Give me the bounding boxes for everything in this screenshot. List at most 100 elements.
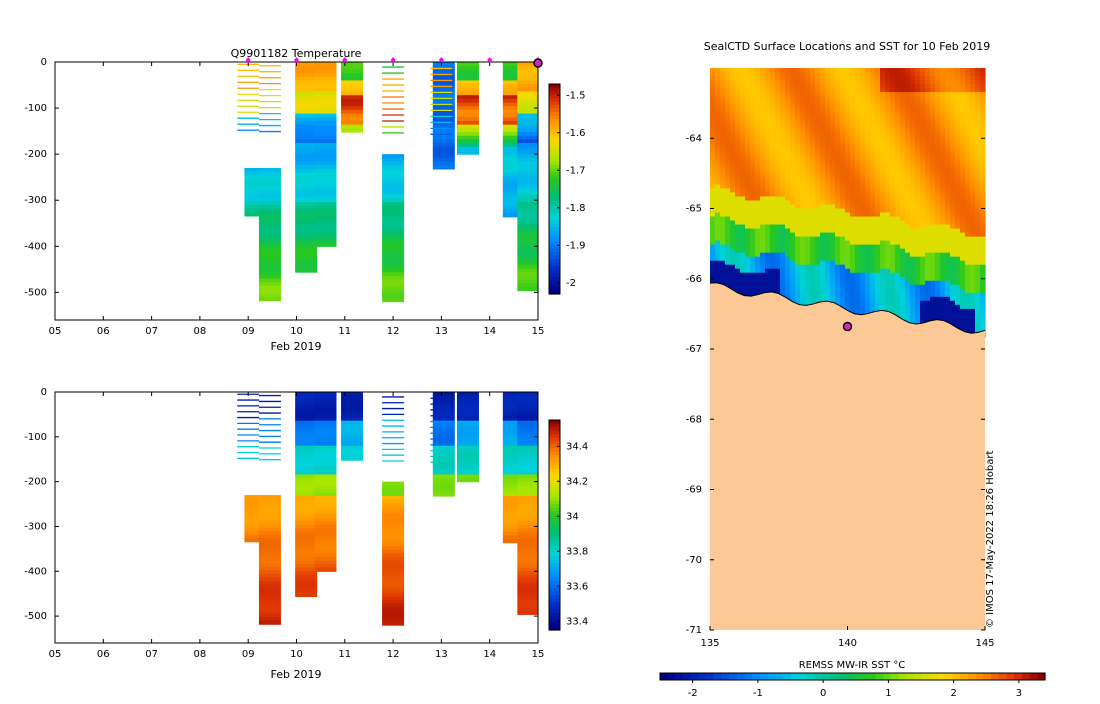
sst-cell (760, 248, 766, 254)
sst-cell (730, 212, 736, 218)
sst-cell (825, 100, 831, 105)
sst-cell (765, 132, 771, 137)
profile-cell (341, 409, 364, 415)
sst-cell (910, 260, 916, 266)
sst-cell (950, 268, 956, 274)
sst-cell (935, 196, 941, 202)
profile-cell (502, 399, 525, 404)
sst-cell (835, 300, 841, 306)
sst-cell (815, 68, 821, 73)
sst-cell (730, 184, 736, 190)
sst-cell (910, 280, 916, 286)
colorbar-segment (549, 507, 560, 512)
sst-cell (805, 276, 811, 282)
sst-cell (825, 200, 831, 206)
sst-cell (730, 164, 736, 169)
sst-cell (910, 196, 916, 202)
profile-cell (341, 80, 364, 85)
sst-cell (815, 208, 821, 214)
sst-cell (810, 148, 816, 153)
profile-cell (432, 399, 455, 404)
profile-cell (517, 272, 538, 277)
sst-cell (970, 252, 976, 258)
sst-cell (855, 68, 861, 73)
sst-cell (915, 240, 921, 246)
sst-cell (900, 220, 906, 226)
profile-cell (432, 435, 455, 440)
sst-colorbar-segment (760, 673, 769, 680)
sst-cell (960, 228, 966, 234)
sst-cell (760, 224, 766, 230)
profile-cell (258, 588, 281, 593)
sst-cell (715, 88, 721, 93)
sst-cell (945, 172, 951, 177)
sst-cell (720, 68, 726, 73)
sst-cell (910, 176, 916, 181)
sst-cell (980, 72, 986, 77)
sst-cell (915, 220, 921, 226)
sst-cell (850, 244, 856, 250)
profile-cell (314, 452, 337, 458)
profile-cell (502, 191, 525, 196)
colorbar-segment (549, 514, 560, 519)
sst-cell (750, 288, 756, 294)
profile-cell (502, 98, 525, 104)
sst-cell (800, 252, 806, 258)
sst-cell (820, 120, 826, 125)
sst-cell (945, 228, 951, 234)
sst-cell (900, 108, 906, 113)
sst-cell (840, 88, 846, 93)
sst-cell (850, 224, 856, 230)
profile-cell (382, 238, 405, 244)
profile-cell (517, 456, 538, 461)
sst-cell (955, 180, 961, 186)
profile-cell (517, 485, 538, 490)
sst-cell (825, 208, 831, 214)
profile-cell (382, 205, 405, 211)
profile-cell (341, 113, 364, 118)
sst-cell (715, 152, 721, 157)
sst-cell (860, 152, 866, 157)
profile-cell (295, 456, 318, 461)
sst-cell (800, 160, 806, 165)
sst-cell (910, 88, 916, 93)
sst-cell (900, 176, 906, 181)
sst-cell (960, 308, 966, 314)
sst-cell (710, 156, 716, 161)
sst-cell (970, 308, 976, 314)
sst-cell (870, 208, 876, 214)
sst-cell (915, 104, 921, 109)
profile-cell (314, 73, 337, 78)
sst-cell (760, 244, 766, 250)
sst-cell (965, 204, 971, 210)
sst-cell (980, 108, 986, 113)
sst-cell (945, 108, 951, 113)
sst-cell (810, 208, 816, 214)
sst-cell (795, 116, 801, 121)
sst-cell (720, 272, 726, 278)
sst-cell (925, 240, 931, 246)
sst-cell (850, 288, 856, 294)
sst-cell (905, 92, 911, 97)
sst-cell (940, 208, 946, 214)
sst-cell (905, 208, 911, 214)
sst-cell (880, 192, 886, 198)
sst-cell (890, 96, 896, 101)
sst-cell (815, 100, 821, 105)
sst-cell (950, 256, 956, 262)
sst-cell (800, 180, 806, 186)
sst-cell (925, 108, 931, 113)
sst-cell (780, 180, 786, 186)
sst-cell (775, 212, 781, 218)
sst-cell (710, 116, 716, 121)
sst-cell (770, 216, 776, 222)
sst-cell (810, 72, 816, 77)
profile-cell (258, 249, 281, 254)
profile-cell (341, 106, 364, 111)
sst-cell (780, 200, 786, 206)
sst-cell (775, 184, 781, 190)
profile-cell (502, 139, 525, 144)
sst-cell (970, 188, 976, 194)
sst-cell (980, 268, 986, 274)
sst-cell (825, 172, 831, 177)
